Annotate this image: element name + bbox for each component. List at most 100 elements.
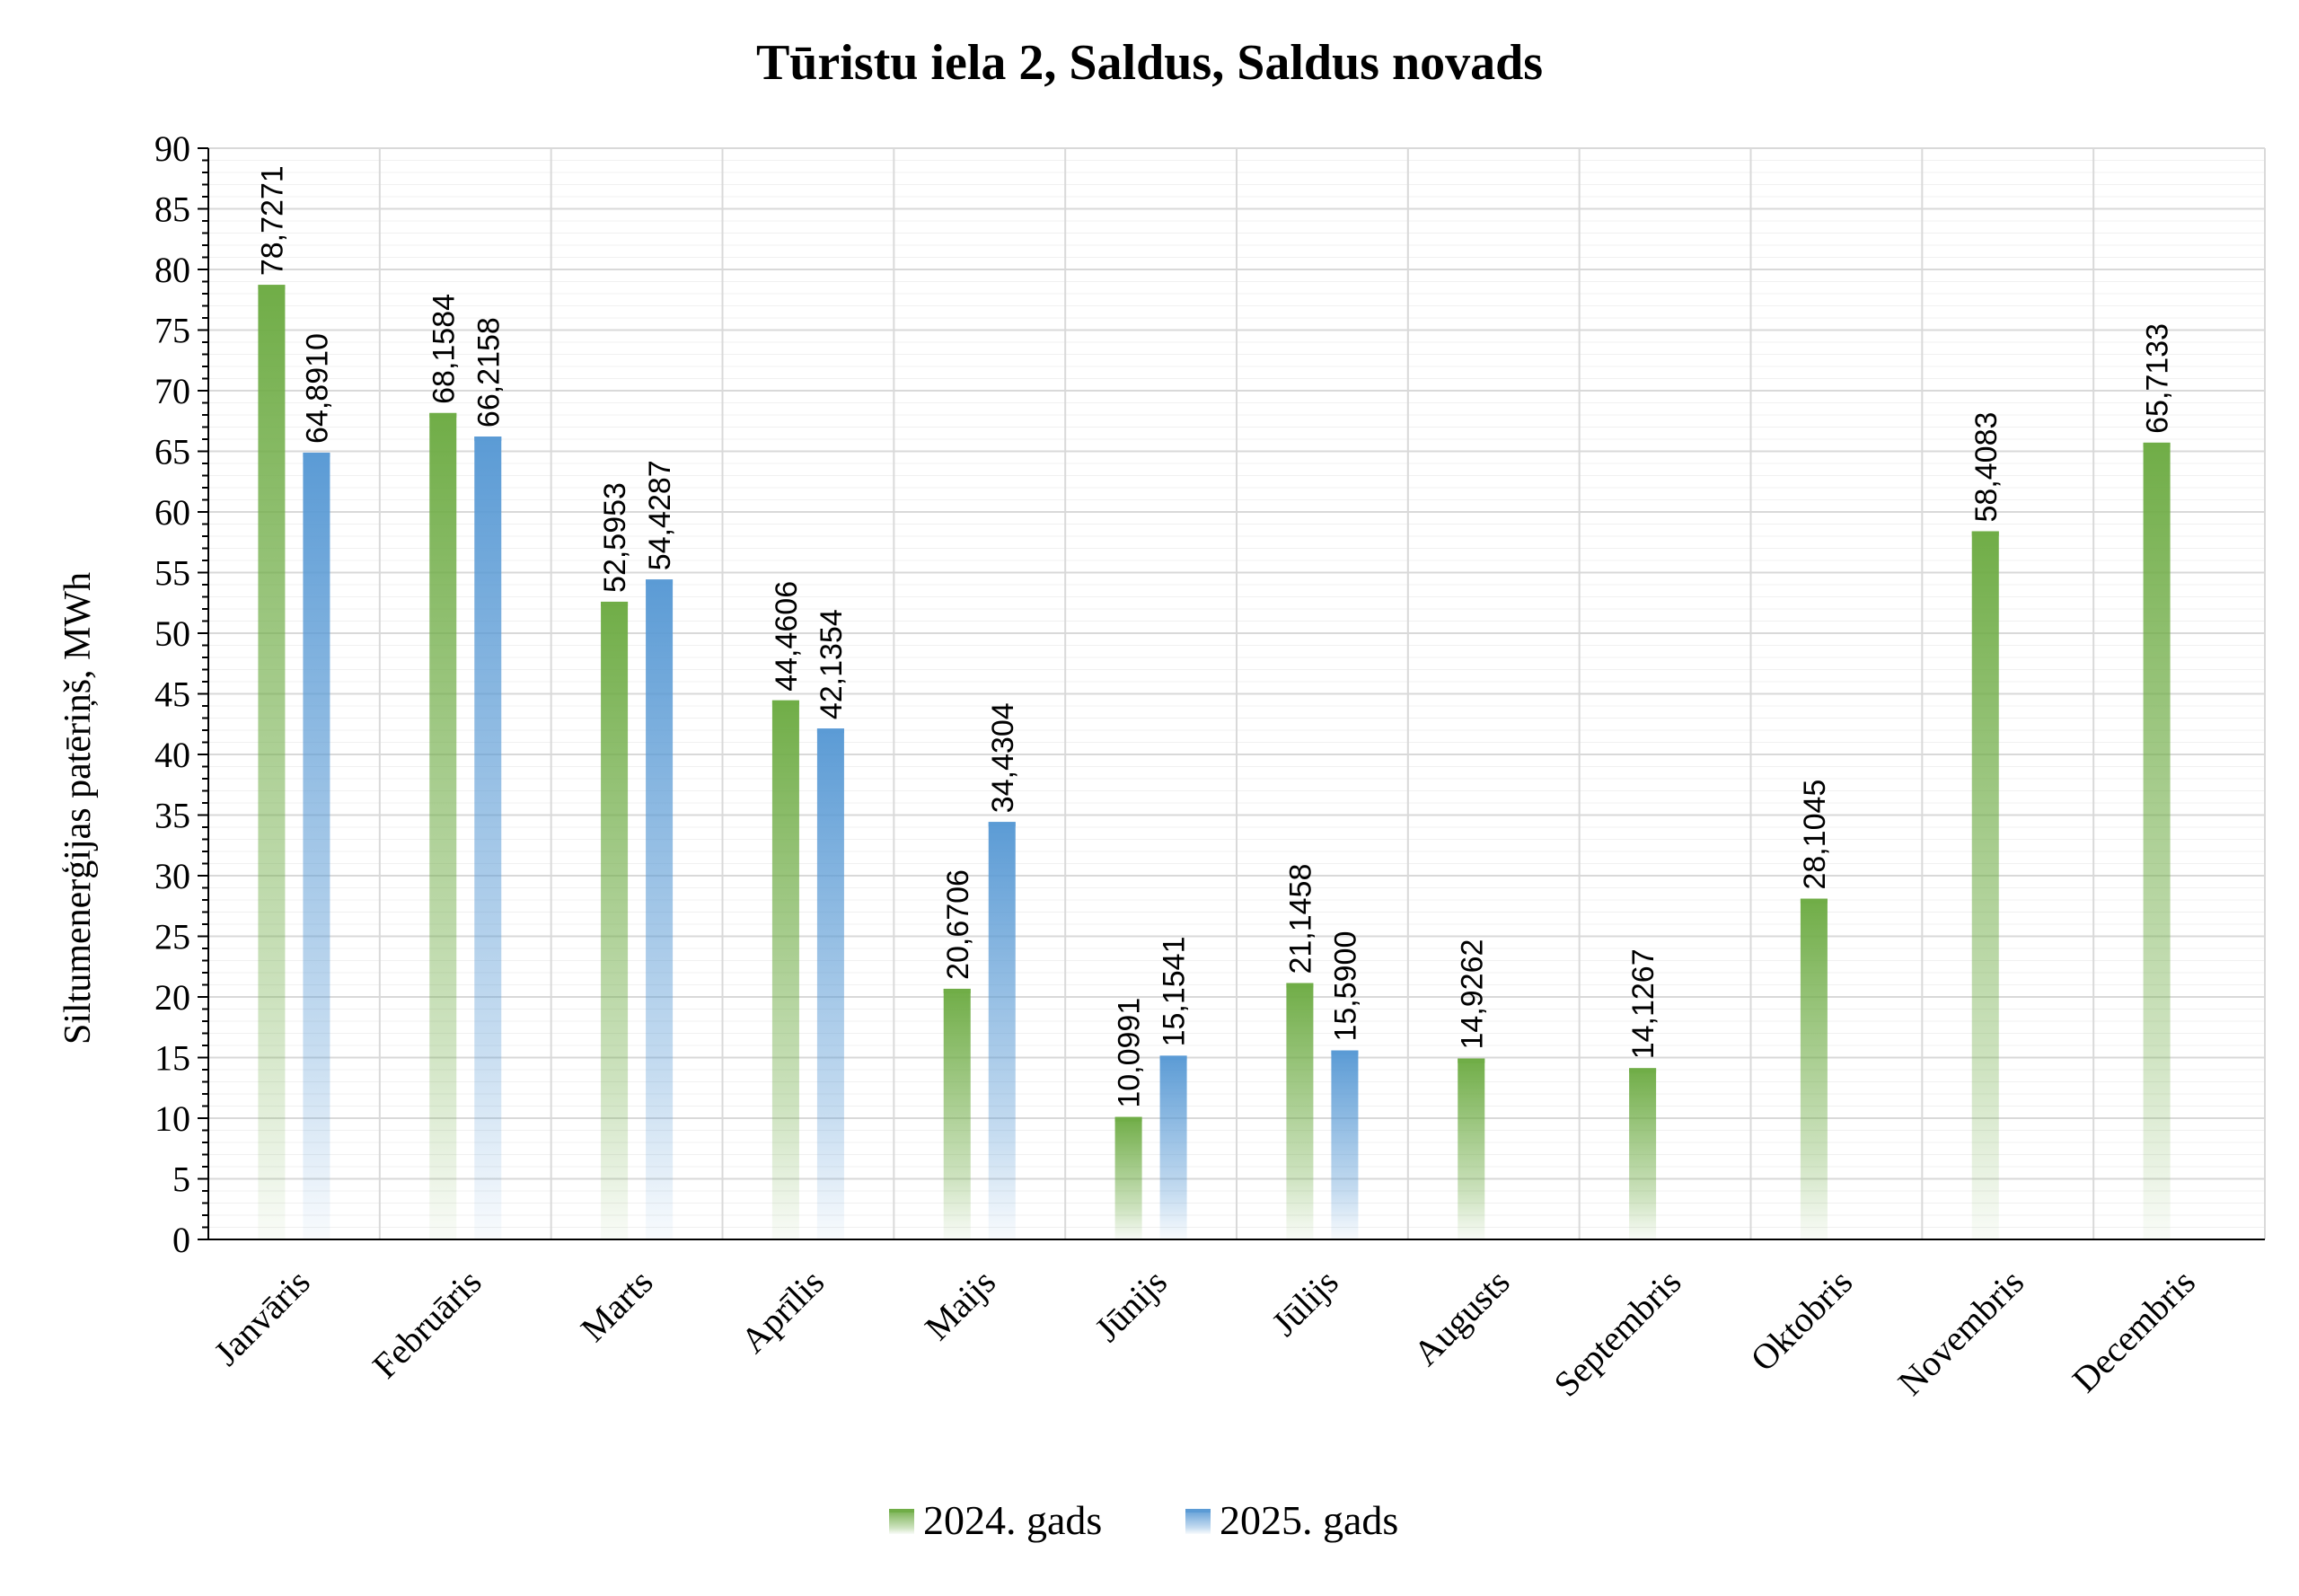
y-tick-label: 80 bbox=[154, 250, 190, 290]
y-tick-label: 20 bbox=[154, 977, 190, 1018]
legend-label-series-0: 2024. gads bbox=[923, 1497, 1102, 1543]
bar-cap-series-0-7 bbox=[1458, 1058, 1485, 1063]
bar-cap-series-1-1 bbox=[474, 436, 502, 442]
x-tick-label: Novembris bbox=[1890, 1262, 2032, 1404]
x-tick-label: Februāris bbox=[365, 1262, 489, 1387]
legend-swatch-series-1 bbox=[1185, 1509, 1211, 1534]
x-tick-label: Oktobris bbox=[1742, 1262, 1860, 1380]
bar-series-0-11 bbox=[2143, 442, 2171, 1239]
bar-series-1-0 bbox=[303, 452, 330, 1239]
data-label-series-0-1: 68,1584 bbox=[427, 294, 461, 404]
bar-cap-series-0-1 bbox=[429, 412, 457, 418]
y-tick-label: 75 bbox=[154, 311, 190, 351]
bar-cap-series-0-8 bbox=[1629, 1068, 1657, 1073]
x-tick-label: Decembris bbox=[2065, 1262, 2203, 1400]
y-tick-label: 55 bbox=[154, 553, 190, 594]
data-label-series-0-8: 14,1267 bbox=[1626, 948, 1660, 1059]
data-label-series-1-3: 42,1354 bbox=[815, 609, 849, 719]
bar-cap-series-1-6 bbox=[1331, 1050, 1359, 1055]
bar-cap-series-0-11 bbox=[2143, 442, 2171, 447]
bar-cap-series-1-4 bbox=[988, 822, 1016, 827]
y-tick-label: 35 bbox=[154, 796, 190, 836]
data-label-series-0-11: 65,7133 bbox=[2141, 323, 2175, 434]
bar-series-0-0 bbox=[258, 285, 286, 1240]
bar-cap-series-1-3 bbox=[816, 728, 844, 734]
y-tick-label: 5 bbox=[172, 1160, 190, 1200]
data-label-series-0-7: 14,9262 bbox=[1455, 939, 1489, 1050]
y-tick-label: 90 bbox=[154, 128, 190, 169]
legend-swatch-cap-series-0 bbox=[889, 1509, 914, 1512]
y-tick-label: 70 bbox=[154, 371, 190, 411]
bar-cap-series-0-3 bbox=[771, 700, 799, 705]
bar-series-0-8 bbox=[1629, 1068, 1657, 1239]
bar-cap-series-1-2 bbox=[646, 579, 674, 585]
y-tick-label: 60 bbox=[154, 492, 190, 533]
legend-label-series-1: 2025. gads bbox=[1220, 1497, 1398, 1543]
y-tick-label: 45 bbox=[154, 675, 190, 715]
bar-cap-series-0-10 bbox=[1971, 531, 1999, 536]
legend-swatch-series-0 bbox=[889, 1509, 914, 1534]
x-tick-label: Jūlijs bbox=[1264, 1262, 1346, 1345]
data-label-series-1-5: 15,1541 bbox=[1158, 937, 1192, 1047]
y-tick-label: 30 bbox=[154, 856, 190, 896]
y-tick-label: 10 bbox=[154, 1098, 190, 1139]
bar-series-0-1 bbox=[429, 412, 457, 1240]
bar-series-0-2 bbox=[601, 601, 629, 1239]
y-tick-label: 0 bbox=[172, 1220, 190, 1260]
bar-cap-series-1-5 bbox=[1159, 1055, 1187, 1061]
bar-series-1-1 bbox=[474, 436, 502, 1240]
x-tick-label: Aprīlis bbox=[733, 1262, 832, 1361]
y-axis-label: Siltumenerģijas patēriņš, MWh bbox=[57, 572, 99, 1045]
data-label-series-1-0: 64,8910 bbox=[300, 333, 334, 444]
y-tick-label: 50 bbox=[154, 613, 190, 654]
grid bbox=[208, 147, 2266, 1239]
legend: 2024. gads 2025. gads bbox=[889, 1497, 1398, 1543]
bar-cap-series-1-0 bbox=[303, 452, 330, 457]
bar-cap-series-0-0 bbox=[258, 285, 286, 290]
x-tick-label: Jūnijs bbox=[1087, 1262, 1175, 1350]
bar-cap-series-0-2 bbox=[601, 601, 629, 606]
y-tick-label: 15 bbox=[154, 1038, 190, 1079]
bar-cap-series-0-6 bbox=[1286, 983, 1314, 988]
bar-series-1-6 bbox=[1331, 1050, 1359, 1239]
chart-title: Tūristu iela 2, Saldus, Saldus novads bbox=[756, 35, 1543, 91]
x-tick-label: Maijs bbox=[917, 1262, 1003, 1348]
bar-series-1-3 bbox=[816, 728, 844, 1239]
data-label-series-0-5: 10,0991 bbox=[1113, 998, 1147, 1108]
bar-series-0-5 bbox=[1114, 1116, 1142, 1239]
data-label-series-0-0: 78,7271 bbox=[255, 165, 289, 276]
data-label-series-0-4: 20,6706 bbox=[941, 869, 975, 980]
y-tick-label: 85 bbox=[154, 190, 190, 230]
y-tick-label: 40 bbox=[154, 735, 190, 775]
x-tick-label: Augusts bbox=[1405, 1262, 1518, 1374]
data-label-series-1-4: 34,4304 bbox=[986, 702, 1020, 813]
bar-cap-series-0-5 bbox=[1114, 1116, 1142, 1122]
bar-series-0-6 bbox=[1286, 983, 1314, 1239]
bar-series-1-2 bbox=[646, 579, 674, 1239]
bar-series-0-3 bbox=[771, 700, 799, 1239]
data-label-series-0-10: 58,4083 bbox=[1969, 412, 2004, 523]
bar-cap-series-0-9 bbox=[1800, 898, 1828, 904]
data-label-series-0-9: 28,1045 bbox=[1798, 780, 1832, 890]
x-tick-label: Janvāris bbox=[206, 1262, 318, 1374]
bar-series-0-4 bbox=[943, 988, 971, 1239]
x-tick-label: Septembris bbox=[1546, 1262, 1688, 1405]
data-label-series-1-1: 66,2158 bbox=[471, 317, 506, 428]
bar-series-0-10 bbox=[1971, 531, 1999, 1239]
data-label-series-1-6: 15,5900 bbox=[1328, 931, 1362, 1042]
data-label-series-0-3: 44,4606 bbox=[770, 581, 804, 692]
x-tick-label: Marts bbox=[573, 1262, 661, 1350]
bars bbox=[258, 285, 2171, 1240]
bar-series-1-4 bbox=[988, 822, 1016, 1239]
bar-series-1-5 bbox=[1159, 1055, 1187, 1239]
bar-series-0-7 bbox=[1458, 1058, 1485, 1239]
y-tick-label: 25 bbox=[154, 917, 190, 957]
legend-swatch-cap-series-1 bbox=[1185, 1509, 1211, 1512]
data-label-series-0-2: 52,5953 bbox=[598, 482, 632, 593]
data-label-series-1-2: 54,4287 bbox=[643, 460, 677, 570]
data-label-series-0-6: 21,1458 bbox=[1283, 864, 1317, 974]
bar-cap-series-0-4 bbox=[943, 988, 971, 993]
bar-series-0-9 bbox=[1800, 898, 1828, 1239]
